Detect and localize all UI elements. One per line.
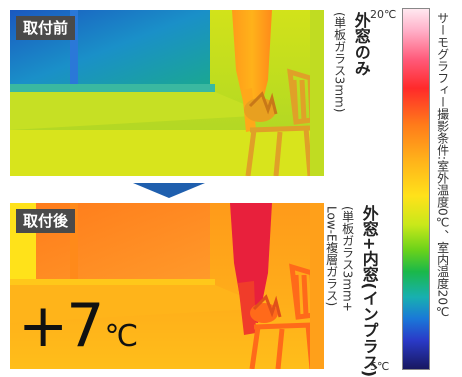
before-tag: 取付前 [16, 16, 76, 40]
scale-max-label: 20℃ [370, 8, 397, 21]
after-tag: 取付後 [16, 209, 76, 233]
after-subtitle-line2: Low-E複層ガラス) [324, 206, 339, 307]
thermal-scene-before [10, 10, 324, 176]
thermal-color-scale [402, 8, 430, 370]
thermography-conditions: サーモグラフィー撮影条件:室外温度0℃、室内温度20℃ [435, 12, 450, 319]
gain-value: +7 [18, 291, 104, 361]
before-subtitle: (単板ガラス3mm) [332, 12, 347, 113]
thermal-image-before: 取付前 [10, 10, 324, 176]
down-arrow-icon [133, 183, 205, 198]
before-title: 外窓のみ [351, 12, 371, 76]
thermal-image-after: 取付後 [10, 203, 324, 369]
after-title: 外窓+内窓(インプラス) [359, 205, 379, 377]
scale-min-label: 5℃ [370, 360, 390, 373]
after-subtitle-line1: (単板ガラス3mm+ [340, 206, 355, 312]
gain-unit: ℃ [104, 319, 139, 354]
temperature-gain: +7℃ [18, 296, 138, 356]
